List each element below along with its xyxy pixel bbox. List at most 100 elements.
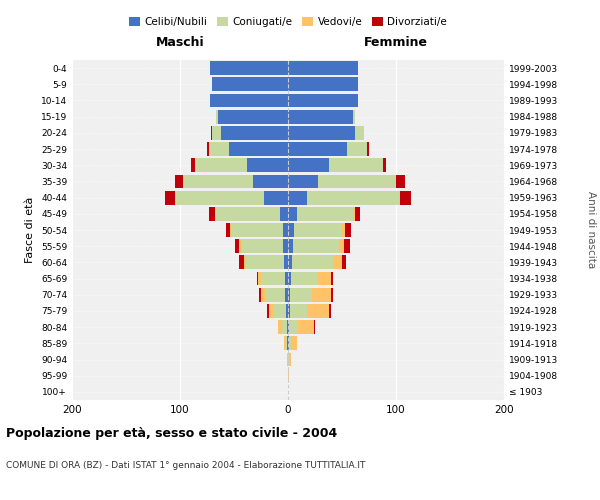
Bar: [261, 272, 285, 285]
Bar: [231, 223, 283, 237]
Bar: [342, 256, 346, 270]
Bar: [291, 336, 296, 350]
Bar: [218, 110, 288, 124]
Bar: [288, 223, 295, 237]
Bar: [269, 304, 273, 318]
Y-axis label: Fasce di età: Fasce di età: [25, 197, 35, 263]
Bar: [229, 142, 288, 156]
Text: Maschi: Maschi: [155, 36, 205, 49]
Bar: [329, 304, 331, 318]
Bar: [288, 190, 307, 204]
Bar: [288, 78, 358, 91]
Bar: [292, 256, 334, 270]
Bar: [331, 288, 334, 302]
Bar: [307, 304, 329, 318]
Bar: [289, 320, 298, 334]
Bar: [288, 336, 289, 350]
Bar: [329, 158, 383, 172]
Bar: [221, 126, 288, 140]
Bar: [268, 304, 269, 318]
Text: Popolazione per età, sesso e stato civile - 2004: Popolazione per età, sesso e stato civil…: [6, 428, 337, 440]
Bar: [265, 288, 285, 302]
Bar: [331, 272, 334, 285]
Bar: [288, 240, 293, 253]
Bar: [353, 207, 355, 220]
Bar: [288, 126, 355, 140]
Text: COMUNE DI ORA (BZ) - Dati ISTAT 1° gennaio 2004 - Elaborazione TUTTITALIA.IT: COMUNE DI ORA (BZ) - Dati ISTAT 1° genna…: [6, 460, 365, 469]
Bar: [288, 256, 292, 270]
Bar: [345, 223, 350, 237]
Bar: [259, 288, 261, 302]
Text: Femmine: Femmine: [364, 36, 428, 49]
Bar: [253, 174, 288, 188]
Bar: [288, 174, 318, 188]
Bar: [283, 223, 288, 237]
Bar: [400, 190, 411, 204]
Bar: [210, 94, 288, 108]
Bar: [247, 158, 288, 172]
Bar: [226, 223, 230, 237]
Bar: [287, 336, 288, 350]
Bar: [176, 190, 264, 204]
Bar: [281, 320, 287, 334]
Bar: [165, 190, 175, 204]
Bar: [239, 256, 244, 270]
Bar: [215, 110, 218, 124]
Bar: [285, 272, 288, 285]
Bar: [298, 320, 314, 334]
Bar: [191, 158, 195, 172]
Legend: Celibi/Nubili, Coniugati/e, Vedovi/e, Divorziati/e: Celibi/Nubili, Coniugati/e, Vedovi/e, Di…: [125, 12, 451, 31]
Bar: [280, 207, 288, 220]
Bar: [353, 110, 355, 124]
Bar: [290, 304, 307, 318]
Bar: [287, 352, 288, 366]
Bar: [334, 256, 342, 270]
Bar: [239, 240, 242, 253]
Bar: [288, 142, 347, 156]
Bar: [285, 336, 287, 350]
Bar: [287, 320, 288, 334]
Bar: [244, 256, 246, 270]
Bar: [261, 288, 265, 302]
Bar: [288, 110, 353, 124]
Bar: [215, 207, 280, 220]
Bar: [288, 61, 358, 75]
Bar: [209, 142, 229, 156]
Bar: [318, 272, 331, 285]
Bar: [210, 61, 288, 75]
Bar: [367, 142, 369, 156]
Bar: [293, 240, 339, 253]
Bar: [235, 240, 239, 253]
Bar: [355, 126, 364, 140]
Bar: [288, 352, 289, 366]
Bar: [230, 223, 231, 237]
Bar: [212, 78, 288, 91]
Bar: [291, 272, 318, 285]
Bar: [209, 207, 215, 220]
Bar: [242, 240, 283, 253]
Bar: [211, 126, 212, 140]
Bar: [212, 126, 221, 140]
Bar: [183, 174, 253, 188]
Bar: [288, 207, 296, 220]
Bar: [399, 190, 400, 204]
Bar: [288, 320, 289, 334]
Text: Anni di nascita: Anni di nascita: [586, 192, 596, 268]
Bar: [273, 304, 286, 318]
Bar: [355, 207, 361, 220]
Bar: [342, 223, 345, 237]
Bar: [246, 256, 284, 270]
Bar: [288, 272, 291, 285]
Bar: [344, 240, 350, 253]
Bar: [318, 174, 396, 188]
Bar: [284, 336, 285, 350]
Bar: [290, 288, 312, 302]
Bar: [288, 304, 290, 318]
Bar: [288, 94, 358, 108]
Bar: [264, 190, 288, 204]
Bar: [339, 240, 344, 253]
Bar: [289, 336, 291, 350]
Bar: [175, 190, 176, 204]
Bar: [278, 320, 281, 334]
Bar: [284, 256, 288, 270]
